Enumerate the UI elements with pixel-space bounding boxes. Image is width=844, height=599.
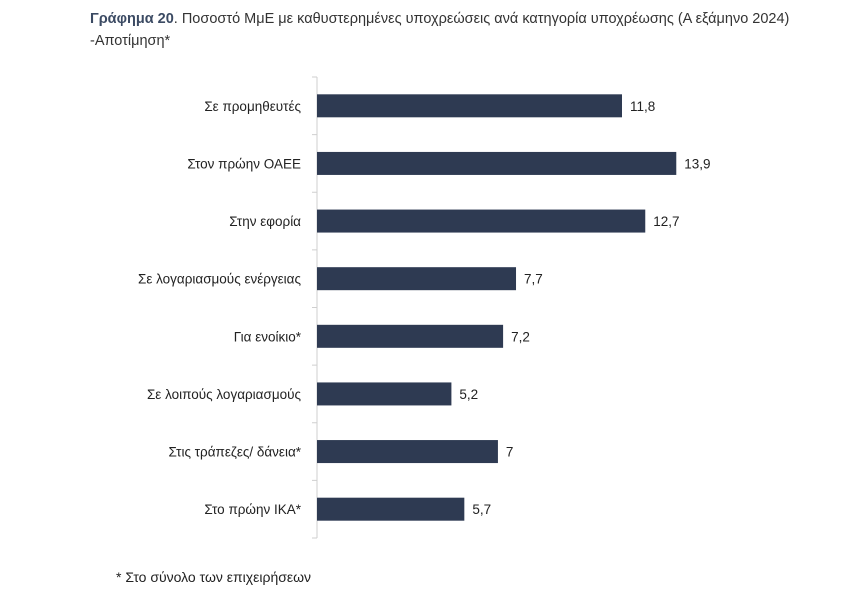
data-label: 7,7: [524, 272, 543, 287]
category-label: Στις τράπεζες/ δάνεια*: [168, 445, 301, 460]
bar-chart: Σε προμηθευτές 11,8 Στον πρώην ΟΑΕΕ 13,9 Στη…: [138, 76, 711, 539]
bars-layer: [317, 94, 677, 521]
figure-label: Γράφημα 20: [90, 11, 174, 27]
bar: [317, 151, 677, 175]
bar: [317, 324, 504, 348]
data-label: 5,7: [472, 502, 491, 517]
category-label: Στον πρώην ΟΑΕΕ: [187, 156, 301, 171]
data-label: 11,8: [630, 99, 655, 114]
bar: [317, 94, 622, 118]
category-label: Σε λοιπούς λογαριασμούς: [147, 387, 302, 402]
category-label: Σε λογαριασμούς ενέργειας: [138, 272, 302, 287]
labels-layer: Σε προμηθευτές 11,8 Στον πρώην ΟΑΕΕ 13,9 Στη…: [138, 99, 711, 517]
figure-title-text: . Ποσοστό ΜμΕ με καθυστερημένες υποχρεώσ…: [90, 11, 790, 49]
data-label: 7,2: [511, 329, 530, 344]
footnote: * Στο σύνολο των επιχειρήσεων: [116, 569, 312, 585]
bar: [317, 382, 452, 406]
axis-layer: [312, 76, 318, 539]
chart-title: Γράφημα 20. Ποσοστό ΜμΕ με καθυστερημένε…: [90, 8, 810, 52]
bar: [317, 497, 465, 521]
category-label: Στο πρώην ΙΚΑ*: [204, 502, 301, 517]
category-label: Σε προμηθευτές: [204, 99, 301, 114]
bar: [317, 267, 517, 291]
data-label: 7: [506, 445, 514, 460]
category-label: Στην εφορία: [229, 214, 301, 229]
bar: [317, 209, 646, 233]
data-label: 12,7: [653, 214, 679, 229]
bar: [317, 440, 498, 464]
data-label: 5,2: [459, 387, 478, 402]
data-label: 13,9: [684, 156, 710, 171]
category-label: Για ενοίκιο*: [234, 329, 302, 344]
